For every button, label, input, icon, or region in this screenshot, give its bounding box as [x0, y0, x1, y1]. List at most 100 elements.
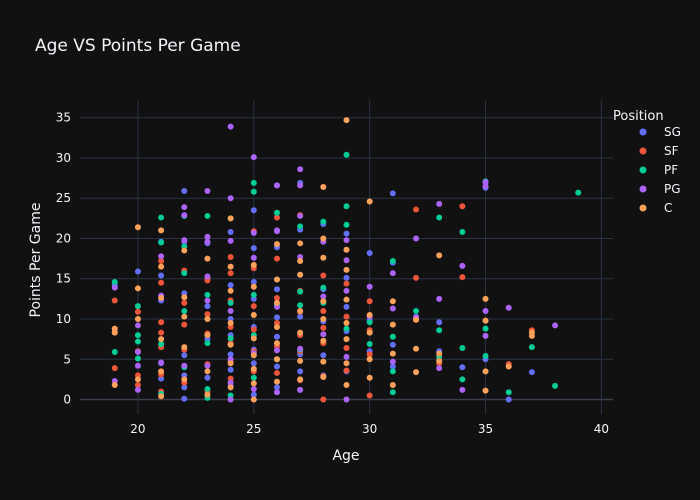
- data-point[interactable]: [181, 313, 188, 320]
- data-point[interactable]: [111, 284, 118, 291]
- data-point[interactable]: [459, 229, 466, 236]
- data-point[interactable]: [389, 363, 396, 370]
- data-point[interactable]: [204, 386, 211, 393]
- data-point[interactable]: [320, 315, 327, 322]
- data-point[interactable]: [297, 376, 304, 383]
- data-point[interactable]: [436, 252, 443, 259]
- data-point[interactable]: [413, 206, 420, 213]
- data-point[interactable]: [227, 366, 234, 373]
- legend-item-sg[interactable]: SG: [639, 125, 681, 139]
- data-point[interactable]: [134, 362, 141, 369]
- data-point[interactable]: [227, 307, 234, 314]
- data-point[interactable]: [273, 333, 280, 340]
- data-point[interactable]: [366, 374, 373, 381]
- data-point[interactable]: [528, 369, 535, 376]
- data-point[interactable]: [158, 329, 165, 336]
- data-point[interactable]: [134, 382, 141, 389]
- data-point[interactable]: [413, 316, 420, 323]
- data-point[interactable]: [273, 378, 280, 385]
- data-point[interactable]: [250, 391, 257, 398]
- data-point[interactable]: [181, 376, 188, 383]
- data-point[interactable]: [111, 382, 118, 389]
- data-point[interactable]: [505, 304, 512, 311]
- data-point[interactable]: [273, 276, 280, 283]
- data-point[interactable]: [343, 257, 350, 264]
- data-point[interactable]: [250, 365, 257, 372]
- data-point[interactable]: [273, 363, 280, 370]
- data-point[interactable]: [111, 349, 118, 356]
- data-point[interactable]: [273, 389, 280, 396]
- data-point[interactable]: [250, 396, 257, 403]
- data-point[interactable]: [320, 298, 327, 305]
- data-point[interactable]: [552, 382, 559, 389]
- data-point[interactable]: [134, 285, 141, 292]
- data-point[interactable]: [273, 340, 280, 347]
- data-point[interactable]: [227, 263, 234, 270]
- data-point[interactable]: [134, 224, 141, 231]
- data-point[interactable]: [343, 221, 350, 228]
- data-point[interactable]: [297, 258, 304, 265]
- data-point[interactable]: [389, 190, 396, 197]
- data-point[interactable]: [320, 352, 327, 359]
- data-point[interactable]: [158, 253, 165, 260]
- data-point[interactable]: [227, 270, 234, 277]
- data-point[interactable]: [343, 320, 350, 327]
- data-point[interactable]: [134, 376, 141, 383]
- data-point[interactable]: [436, 365, 443, 372]
- data-point[interactable]: [227, 384, 234, 391]
- data-point[interactable]: [250, 386, 257, 393]
- data-point[interactable]: [297, 386, 304, 393]
- legend-item-sf[interactable]: SF: [639, 144, 679, 158]
- data-point[interactable]: [366, 340, 373, 347]
- data-point[interactable]: [320, 235, 327, 242]
- data-point[interactable]: [134, 315, 141, 322]
- data-point[interactable]: [227, 299, 234, 306]
- data-point[interactable]: [320, 373, 327, 380]
- data-point[interactable]: [320, 272, 327, 279]
- data-point[interactable]: [204, 233, 211, 240]
- data-point[interactable]: [250, 154, 257, 161]
- data-point[interactable]: [505, 389, 512, 396]
- data-point[interactable]: [181, 352, 188, 359]
- legend-item-c[interactable]: C: [639, 201, 673, 215]
- data-point[interactable]: [297, 357, 304, 364]
- data-point[interactable]: [482, 332, 489, 339]
- data-point[interactable]: [250, 326, 257, 333]
- data-point[interactable]: [181, 395, 188, 402]
- data-point[interactable]: [343, 367, 350, 374]
- data-point[interactable]: [227, 287, 234, 294]
- data-point[interactable]: [343, 353, 350, 360]
- data-point[interactable]: [343, 280, 350, 287]
- data-point[interactable]: [389, 333, 396, 340]
- data-point[interactable]: [320, 331, 327, 338]
- data-point[interactable]: [343, 266, 350, 273]
- data-point[interactable]: [250, 374, 257, 381]
- data-point[interactable]: [482, 387, 489, 394]
- data-point[interactable]: [204, 297, 211, 304]
- data-point[interactable]: [158, 340, 165, 347]
- data-point[interactable]: [158, 359, 165, 366]
- data-point[interactable]: [181, 321, 188, 328]
- data-point[interactable]: [320, 284, 327, 291]
- data-point[interactable]: [343, 313, 350, 320]
- data-point[interactable]: [343, 203, 350, 210]
- data-point[interactable]: [111, 329, 118, 336]
- data-point[interactable]: [181, 362, 188, 369]
- data-point[interactable]: [204, 368, 211, 375]
- data-point[interactable]: [459, 344, 466, 351]
- data-point[interactable]: [181, 187, 188, 194]
- data-point[interactable]: [227, 254, 234, 260]
- data-point[interactable]: [250, 254, 257, 261]
- data-point[interactable]: [389, 358, 396, 365]
- data-point[interactable]: [181, 212, 188, 219]
- data-point[interactable]: [343, 344, 350, 351]
- data-point[interactable]: [528, 344, 535, 351]
- data-point[interactable]: [343, 336, 350, 343]
- data-point[interactable]: [204, 273, 211, 280]
- data-point[interactable]: [158, 227, 165, 234]
- legend-item-pf[interactable]: PF: [639, 163, 679, 177]
- data-point[interactable]: [366, 392, 373, 399]
- data-point[interactable]: [343, 274, 350, 281]
- data-point[interactable]: [204, 311, 211, 318]
- data-point[interactable]: [343, 230, 350, 237]
